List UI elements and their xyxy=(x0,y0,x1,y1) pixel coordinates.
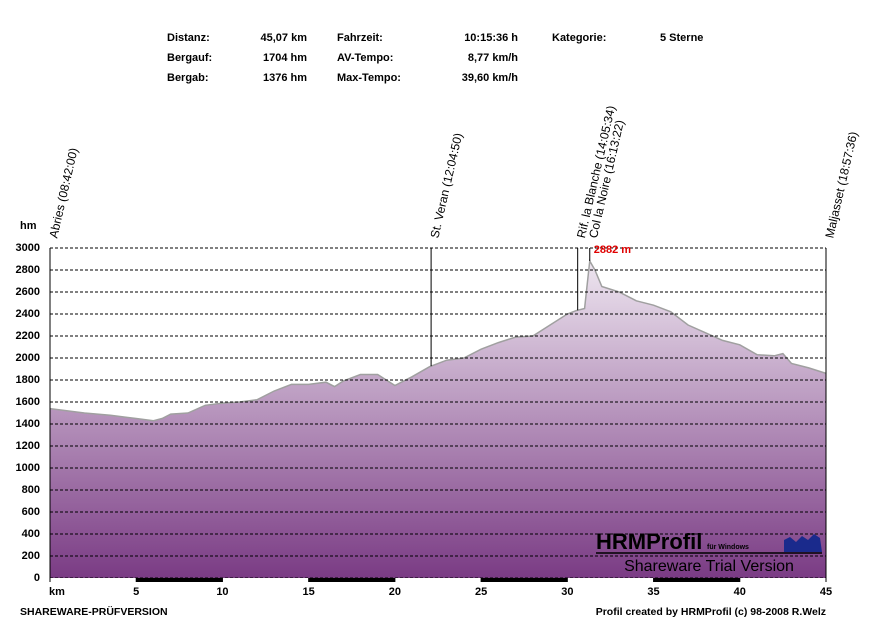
y-axis-label: hm xyxy=(20,220,37,232)
x-tick-label: 5 xyxy=(133,586,139,598)
x-ruler-segment xyxy=(653,578,740,582)
stat-label: Bergauf: xyxy=(167,52,212,64)
y-tick-label: 1400 xyxy=(16,418,40,430)
x-ruler xyxy=(50,578,826,582)
x-ruler-segment xyxy=(136,578,223,582)
x-tick-label: 35 xyxy=(647,586,659,598)
y-tick-label: 3000 xyxy=(16,242,40,254)
waypoint-label: Abries (08:42:00) xyxy=(46,147,80,240)
stat-value: 45,07 km xyxy=(261,32,308,44)
y-tick-label: 1800 xyxy=(16,374,40,386)
stat-value: 39,60 km/h xyxy=(462,72,519,84)
x-tick-label: 45 xyxy=(820,586,832,598)
x-tick-label: 40 xyxy=(734,586,746,598)
x-tick-label: 15 xyxy=(303,586,315,598)
y-tick-label: 400 xyxy=(22,528,40,540)
stat-value: 5 Sterne xyxy=(660,32,703,44)
y-tick-label: 1600 xyxy=(16,396,40,408)
y-tick-label: 0 xyxy=(34,572,40,584)
footer-right: Profil created by HRMProfil (c) 98-2008 … xyxy=(596,606,826,618)
elevation-area xyxy=(50,260,826,578)
waypoint-label: St. Veran (12:04:50) xyxy=(427,132,465,240)
x-tick-label: 25 xyxy=(475,586,487,598)
y-tick-label: 2600 xyxy=(16,286,40,298)
stat-label: AV-Tempo: xyxy=(337,52,393,64)
watermark-title: HRMProfil xyxy=(596,529,702,554)
watermark-subtitle: für Windows xyxy=(707,544,749,551)
watermark-text: Shareware Trial Version xyxy=(624,558,794,575)
y-tick-label: 2400 xyxy=(16,308,40,320)
x-tick-label: km xyxy=(49,586,65,598)
elevation-line xyxy=(49,258,827,422)
stat-value: 1704 hm xyxy=(263,52,307,64)
stat-value: 1376 hm xyxy=(263,72,307,84)
stat-value: 10:15:36 h xyxy=(464,32,518,44)
stat-label: Bergab: xyxy=(167,72,209,84)
x-tick-label: 10 xyxy=(216,586,228,598)
y-tick-label: 1200 xyxy=(16,440,40,452)
x-tick-label: 30 xyxy=(561,586,573,598)
stat-label: Fahrzeit: xyxy=(337,32,383,44)
stat-label: Kategorie: xyxy=(552,32,606,44)
y-tick-label: 200 xyxy=(22,550,40,562)
y-tick-label: 2200 xyxy=(16,330,40,342)
stat-label: Distanz: xyxy=(167,32,210,44)
peak-label: 2882 m xyxy=(594,244,632,256)
watermark-icon xyxy=(784,534,822,552)
stat-label: Max-Tempo: xyxy=(337,72,401,84)
y-tick-label: 2000 xyxy=(16,352,40,364)
footer-left: SHAREWARE-PRÜFVERSION xyxy=(20,605,168,618)
y-tick-label: 2800 xyxy=(16,264,40,276)
x-tick-label: 20 xyxy=(389,586,401,598)
y-tick-label: 800 xyxy=(22,484,40,496)
y-tick-label: 1000 xyxy=(16,462,40,474)
y-tick-label: 600 xyxy=(22,506,40,518)
x-ruler-segment xyxy=(481,578,568,582)
stat-value: 8,77 km/h xyxy=(468,52,518,64)
x-ruler-segment xyxy=(308,578,395,582)
waypoint-label: Maljasset (18:57:36) xyxy=(822,130,860,239)
